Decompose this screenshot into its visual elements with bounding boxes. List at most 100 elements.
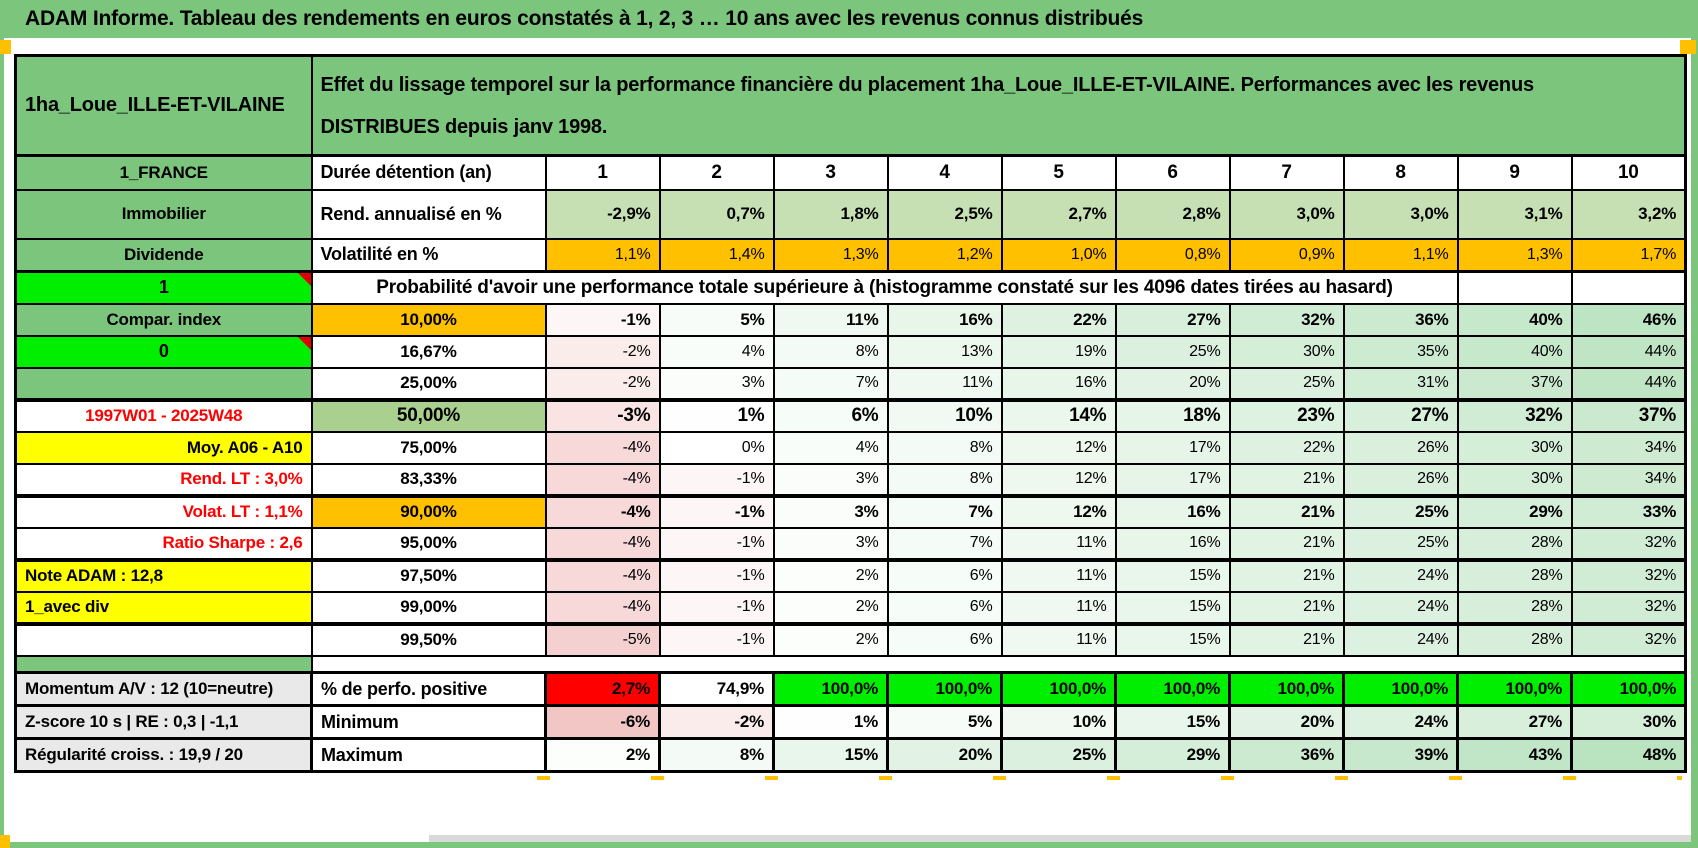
probability-value[interactable]: 25%	[1114, 334, 1231, 369]
probability-value[interactable]: 34%	[1570, 430, 1687, 465]
stats-value[interactable]: 43%	[1456, 737, 1573, 773]
probability-value[interactable]: 6%	[886, 621, 1003, 657]
annualized-value[interactable]: 2,5%	[886, 188, 1003, 240]
threshold-cell[interactable]: 90,00%	[310, 493, 547, 529]
volatility-value[interactable]: 1,1%	[544, 237, 661, 273]
probability-value[interactable]: -3%	[544, 397, 661, 433]
duration-header[interactable]: 8	[1342, 154, 1459, 191]
probability-value[interactable]: 25%	[1342, 493, 1459, 529]
volatility-value[interactable]: 0,8%	[1114, 237, 1231, 273]
flag-cell[interactable]: 1	[14, 270, 313, 305]
probability-value[interactable]: 6%	[772, 397, 889, 433]
threshold-cell[interactable]: 25,00%	[310, 366, 547, 401]
duration-header[interactable]: 10	[1570, 154, 1687, 191]
probability-value[interactable]: 32%	[1456, 397, 1573, 433]
row-left-label[interactable]: 0	[14, 334, 313, 369]
threshold-cell[interactable]: 10,00%	[310, 302, 547, 337]
probability-value[interactable]: 20%	[1114, 366, 1231, 401]
duration-header[interactable]: 7	[1228, 154, 1345, 191]
probability-value[interactable]: -1%	[658, 557, 775, 593]
stats-value[interactable]: 100,0%	[1569, 671, 1688, 707]
probability-value[interactable]: -4%	[544, 493, 661, 529]
probability-value[interactable]: 36%	[1342, 302, 1459, 337]
volatility-value[interactable]: 1,3%	[1456, 237, 1573, 273]
probability-value[interactable]: 11%	[1000, 621, 1117, 657]
probability-value[interactable]: 44%	[1570, 334, 1687, 369]
row-left-label[interactable]: Moy. A06 - A10	[14, 430, 313, 465]
annualized-value[interactable]: 2,8%	[1114, 188, 1231, 240]
probability-value[interactable]: 10%	[886, 397, 1003, 433]
threshold-cell[interactable]: 97,50%	[310, 557, 547, 593]
stats-value[interactable]: 20%	[886, 737, 1003, 773]
probability-value[interactable]: 7%	[772, 366, 889, 401]
placement-name-cell[interactable]: 1ha_Loue_ILLE-ET-VILAINE	[14, 54, 313, 157]
probability-value[interactable]: 0%	[658, 430, 775, 465]
probability-value[interactable]: 25%	[1342, 526, 1459, 561]
probability-value[interactable]: 30%	[1228, 334, 1345, 369]
stats-value[interactable]: 15%	[1114, 704, 1231, 740]
empty-cell[interactable]	[1570, 270, 1687, 305]
stats-value[interactable]: 48%	[1569, 737, 1688, 773]
probability-value[interactable]: 16%	[1000, 366, 1117, 401]
probability-value[interactable]: 30%	[1456, 430, 1573, 465]
probability-value[interactable]: 32%	[1570, 526, 1687, 561]
probability-value[interactable]: 3%	[772, 462, 889, 497]
threshold-cell[interactable]: 83,33%	[310, 462, 547, 497]
stats-value[interactable]: 100,0%	[1342, 671, 1459, 707]
probability-value[interactable]: -5%	[544, 621, 661, 657]
probability-value[interactable]: 11%	[1000, 590, 1117, 625]
duration-header[interactable]: 5	[1000, 154, 1117, 191]
stats-value[interactable]: 2,7%	[544, 671, 661, 707]
duration-label-cell[interactable]: Durée détention (an)	[310, 154, 547, 191]
stats-left-label[interactable]: Z-score 10 s | RE : 0,3 | -1,1	[14, 704, 313, 740]
row-left-label[interactable]: Ratio Sharpe : 2,6	[14, 526, 313, 561]
probability-value[interactable]: 44%	[1570, 366, 1687, 401]
annualized-value[interactable]: 3,2%	[1570, 188, 1687, 240]
probability-value[interactable]: 40%	[1456, 334, 1573, 369]
probability-value[interactable]: 1%	[658, 397, 775, 433]
volatility-value[interactable]: 1,1%	[1342, 237, 1459, 273]
stats-value[interactable]: 1%	[772, 704, 889, 740]
threshold-cell[interactable]: 99,00%	[310, 590, 547, 625]
zone-cell[interactable]: 1_FRANCE	[14, 154, 313, 191]
stats-value[interactable]: 15%	[772, 737, 889, 773]
probability-value[interactable]: 26%	[1342, 430, 1459, 465]
probability-value[interactable]: 25%	[1228, 366, 1345, 401]
probability-value[interactable]: 33%	[1570, 493, 1687, 529]
probability-value[interactable]: -4%	[544, 590, 661, 625]
probability-value[interactable]: 2%	[772, 557, 889, 593]
probability-value[interactable]: 12%	[1000, 493, 1117, 529]
stats-value[interactable]: 20%	[1228, 704, 1345, 740]
volatility-value[interactable]: 0,9%	[1228, 237, 1345, 273]
probability-value[interactable]: -1%	[658, 526, 775, 561]
probability-value[interactable]: 21%	[1228, 462, 1345, 497]
annualized-value[interactable]: 0,7%	[658, 188, 775, 240]
volatility-label-cell[interactable]: Volatilité en %	[310, 237, 547, 273]
probability-value[interactable]: -4%	[544, 430, 661, 465]
probability-value[interactable]: -1%	[658, 462, 775, 497]
row-left-label[interactable]: 1997W01 - 2025W48	[14, 397, 313, 433]
probability-value[interactable]: 5%	[658, 302, 775, 337]
annualized-value[interactable]: 3,0%	[1342, 188, 1459, 240]
stats-value[interactable]: 100,0%	[772, 671, 889, 707]
probability-value[interactable]: -4%	[544, 526, 661, 561]
probability-value[interactable]: 15%	[1114, 557, 1231, 593]
row-left-label[interactable]: Compar. index	[14, 302, 313, 337]
stats-value[interactable]: 100,0%	[1000, 671, 1117, 707]
probability-value[interactable]: 37%	[1570, 397, 1687, 433]
stats-left-label[interactable]: Régularité croiss. : 19,9 / 20	[14, 737, 313, 773]
probability-value[interactable]: 28%	[1456, 526, 1573, 561]
probability-value[interactable]: 30%	[1456, 462, 1573, 497]
stats-value[interactable]: 8%	[658, 737, 775, 773]
row-left-label[interactable]	[14, 621, 313, 657]
probability-value[interactable]: -2%	[544, 366, 661, 401]
duration-header[interactable]: 9	[1456, 154, 1573, 191]
probability-value[interactable]: 7%	[886, 526, 1003, 561]
probability-value[interactable]: 17%	[1114, 462, 1231, 497]
probability-value[interactable]: 24%	[1342, 621, 1459, 657]
probability-value[interactable]: 29%	[1456, 493, 1573, 529]
probability-value[interactable]: 15%	[1114, 621, 1231, 657]
probability-value[interactable]: 35%	[1342, 334, 1459, 369]
probability-value[interactable]: 11%	[886, 366, 1003, 401]
probability-value[interactable]: 34%	[1570, 462, 1687, 497]
